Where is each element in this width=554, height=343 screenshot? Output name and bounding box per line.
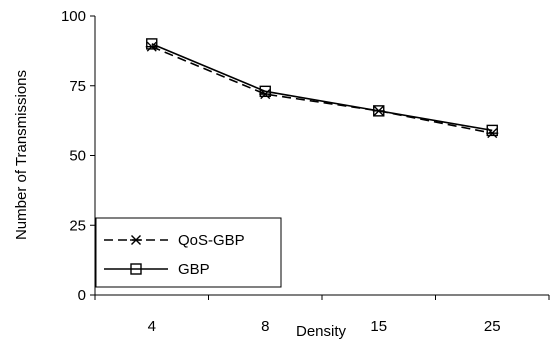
x-tick-label: 4 bbox=[148, 318, 156, 335]
y-tick-label: 25 bbox=[69, 217, 86, 234]
series-line bbox=[151, 43, 493, 132]
y-tick-label: 50 bbox=[69, 148, 86, 165]
legend-item: GBP bbox=[104, 261, 210, 278]
x-axis-ticks: 4 8 15 25 bbox=[94, 295, 550, 335]
x-axis-title: Density bbox=[296, 323, 347, 340]
x-tick-label: 25 bbox=[484, 318, 501, 335]
y-tick-label: 75 bbox=[69, 78, 86, 95]
legend-label: QoS-GBP bbox=[178, 232, 245, 249]
series-qos-gbp bbox=[145, 41, 499, 139]
data-point-marker bbox=[486, 124, 498, 137]
legend-marker bbox=[130, 263, 142, 275]
legend-marker bbox=[130, 235, 142, 245]
legend-label: GBP bbox=[178, 261, 210, 278]
y-axis-ticks: 0 25 50 75 100 bbox=[61, 8, 95, 304]
series-line bbox=[151, 45, 493, 134]
legend: QoS-GBP GBP bbox=[95, 217, 282, 288]
legend-item: QoS-GBP bbox=[104, 232, 245, 249]
series-layer bbox=[145, 38, 499, 139]
y-tick-label: 100 bbox=[61, 8, 86, 25]
series-gbp bbox=[146, 38, 498, 137]
data-point-marker bbox=[145, 41, 158, 52]
data-point-marker bbox=[146, 38, 158, 50]
y-axis-title: Number of Transmissions bbox=[13, 70, 30, 240]
legend-box bbox=[95, 217, 282, 288]
y-tick-label: 0 bbox=[78, 287, 86, 304]
data-point-marker bbox=[373, 105, 385, 117]
x-tick-label: 8 bbox=[261, 318, 269, 335]
data-point-marker bbox=[259, 85, 271, 98]
x-tick-label: 15 bbox=[370, 318, 387, 335]
